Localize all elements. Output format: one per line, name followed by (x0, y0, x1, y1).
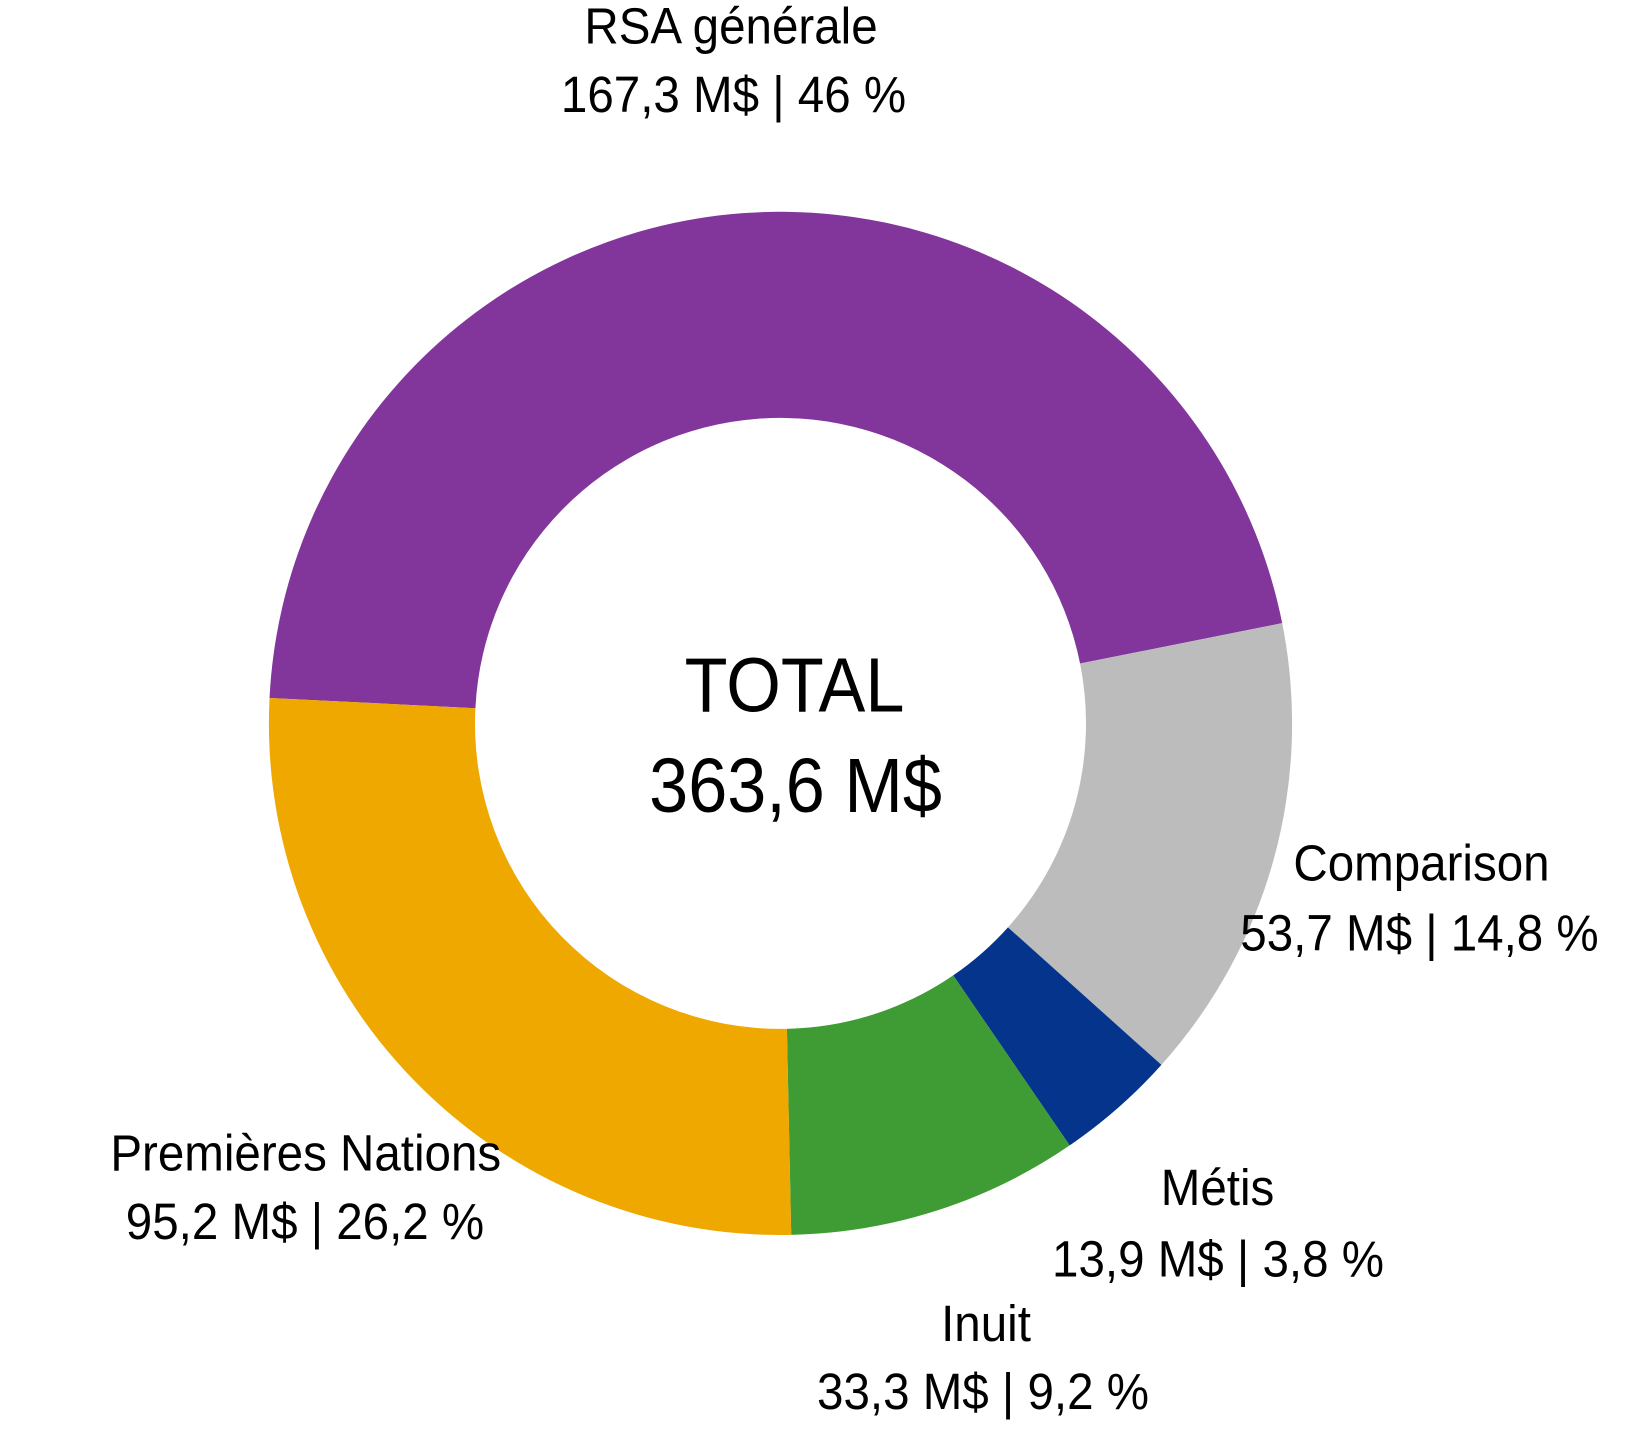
svg-text:Métis: Métis (1161, 1159, 1275, 1216)
svg-text:Comparison: Comparison (1293, 835, 1549, 892)
svg-text:RSA générale: RSA générale (584, 0, 877, 55)
svg-text:95,2 M$ | 26,2 %: 95,2 M$ | 26,2 % (126, 1193, 484, 1250)
svg-text:TOTAL: TOTAL (685, 642, 905, 729)
svg-text:363,6 M$: 363,6 M$ (649, 742, 942, 829)
svg-text:167,3 M$ | 46 %: 167,3 M$ | 46 % (561, 67, 906, 124)
svg-text:13,9 M$ | 3,8 %: 13,9 M$ | 3,8 % (1052, 1231, 1384, 1288)
svg-text:33,3 M$ | 9,2 %: 33,3 M$ | 9,2 % (817, 1363, 1149, 1420)
svg-text:Inuit: Inuit (941, 1295, 1031, 1352)
svg-text:Premières Nations: Premières Nations (110, 1125, 501, 1182)
svg-text:53,7 M$ | 14,8 %: 53,7 M$ | 14,8 % (1240, 905, 1598, 962)
